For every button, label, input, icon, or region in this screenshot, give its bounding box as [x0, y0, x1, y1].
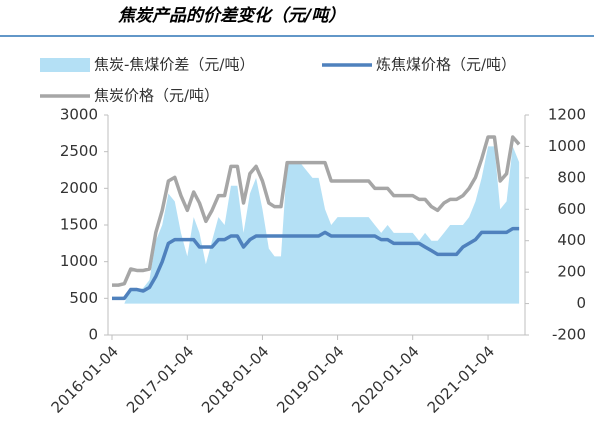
x-tick-label: 2021-01-04 [424, 342, 498, 416]
y2-tick-label: 400 [557, 231, 586, 249]
y-tick-label: 2500 [60, 142, 98, 160]
y2-tick-label: 0 [576, 294, 586, 312]
legend-label: 焦炭价格（元/吨） [94, 87, 219, 105]
line [112, 226, 520, 301]
y2-tick-label: 800 [557, 168, 586, 186]
line [112, 135, 521, 287]
y-tick-label: 1000 [60, 252, 98, 270]
legend-swatch [40, 58, 90, 72]
x-tick-label: 2019-01-04 [273, 342, 347, 416]
y2-tick-label: 1000 [548, 137, 586, 155]
y2-tick-label: 200 [557, 263, 586, 281]
chart-title: 焦炭产品的价差变化（元/吨） [118, 6, 345, 26]
y-tick-label: 3000 [60, 106, 98, 124]
y-tick-label: 500 [69, 289, 98, 307]
y-tick-label: 0 [88, 326, 98, 344]
y2-tick-label: -200 [552, 326, 586, 344]
y2-tick-label: 600 [557, 200, 586, 218]
y-tick-label: 1500 [60, 216, 98, 234]
legend-label: 炼焦煤价格（元/吨） [376, 56, 516, 74]
x-tick-label: 2020-01-04 [348, 342, 422, 416]
x-tick-label: 2018-01-04 [198, 342, 272, 416]
legend-label: 焦炭-焦煤价差（元/吨） [94, 56, 254, 74]
y-tick-label: 2000 [60, 179, 98, 197]
x-tick-label: 2017-01-04 [123, 342, 197, 416]
y2-tick-label: 1200 [548, 106, 586, 124]
area [112, 146, 520, 304]
x-tick-label: 2016-01-04 [48, 342, 122, 416]
